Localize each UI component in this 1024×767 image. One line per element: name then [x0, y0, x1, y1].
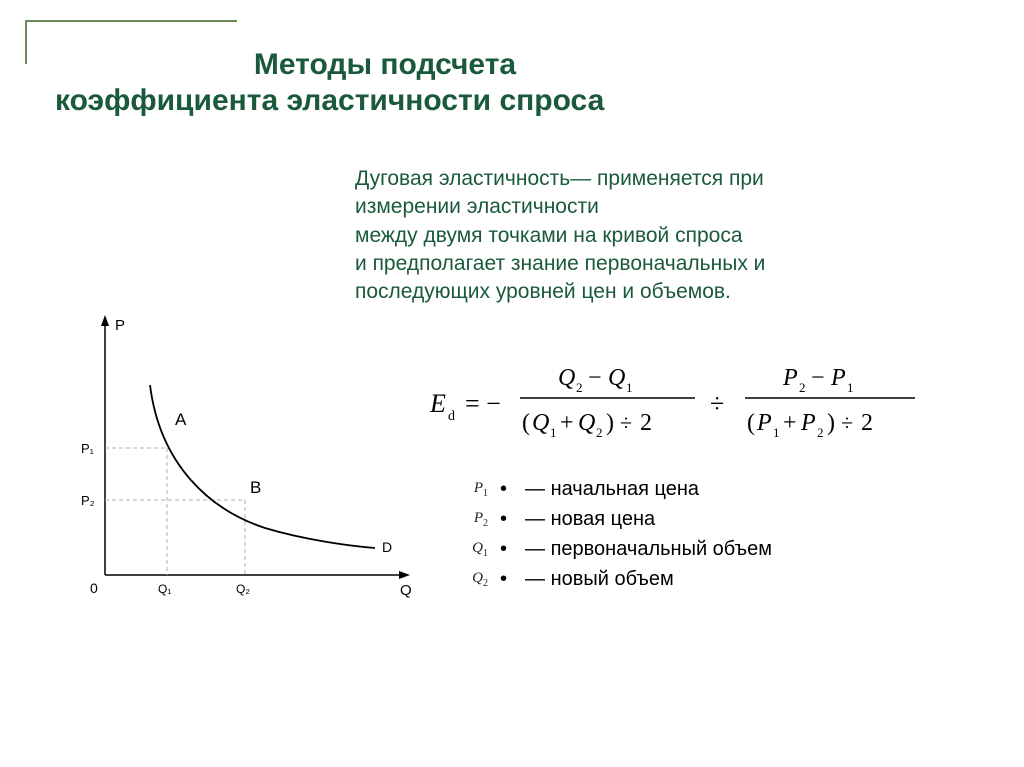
- svg-text:1: 1: [626, 380, 633, 395]
- svg-text:2: 2: [817, 425, 824, 440]
- axis-label-q: Q: [400, 582, 412, 599]
- svg-text:d: d: [448, 409, 455, 424]
- legend-text: — начальная цена: [525, 475, 699, 503]
- definition-line: и предполагает знание первоначальных и: [355, 250, 955, 278]
- svg-text:2: 2: [799, 380, 806, 395]
- svg-text:= −: = −: [465, 389, 501, 418]
- legend-symbol: Q1: [450, 538, 488, 561]
- svg-text:(: (: [747, 410, 755, 436]
- legend-symbol: P2: [450, 508, 488, 531]
- svg-text:+: +: [783, 410, 797, 436]
- legend-list: P1 • — начальная цена P2 • — новая цена …: [450, 475, 950, 595]
- tick-p1: P₁: [81, 441, 95, 456]
- svg-text:): ): [827, 410, 835, 436]
- svg-text:P: P: [782, 365, 798, 391]
- slide-title: Методы подсчета коэффициента эластичност…: [55, 48, 975, 118]
- definition-line: последующих уровней цен и объемов.: [355, 278, 955, 306]
- definition-line: измерении эластичности: [355, 193, 955, 221]
- svg-text:P: P: [756, 410, 772, 436]
- svg-text:E: E: [430, 389, 446, 418]
- svg-text:2: 2: [576, 380, 583, 395]
- elasticity-formula: E d = − Q 2 − Q 1 ( Q 1 + Q 2 ) ÷ 2 ÷ P: [430, 350, 990, 460]
- tick-p2: P₂: [81, 493, 95, 508]
- svg-text:+: +: [560, 410, 574, 436]
- svg-text:−: −: [588, 365, 602, 391]
- point-b-label: B: [250, 478, 261, 497]
- svg-text:P: P: [830, 365, 846, 391]
- definition-line: Дуговая эластичность— применяется при: [355, 165, 955, 193]
- svg-text:÷: ÷: [710, 389, 724, 418]
- svg-text:Q: Q: [578, 410, 595, 436]
- definition-text: Дуговая эластичность— применяется при из…: [355, 165, 955, 307]
- point-a-label: A: [175, 410, 187, 429]
- legend-item: Q1 • — первоначальный объем: [450, 535, 950, 563]
- svg-text:1: 1: [773, 425, 780, 440]
- bullet-icon: •: [500, 565, 507, 593]
- svg-text:Q: Q: [558, 365, 575, 391]
- demand-curve-chart: P Q 0 P₁ P₂ Q₁ Q₂ A B D: [55, 310, 425, 630]
- legend-symbol: P1: [450, 478, 488, 501]
- title-line-1: Методы подсчета: [0, 48, 975, 82]
- legend-text: — новая цена: [525, 505, 655, 533]
- svg-text:2: 2: [861, 410, 873, 436]
- svg-text:÷: ÷: [620, 410, 632, 435]
- legend-item: Q2 • — новый объем: [450, 565, 950, 593]
- svg-text:1: 1: [550, 425, 557, 440]
- svg-text:1: 1: [847, 380, 854, 395]
- axis-label-p: P: [115, 317, 125, 334]
- legend-symbol: Q2: [450, 568, 488, 591]
- title-line-2: коэффициента эластичности спроса: [55, 84, 975, 118]
- bullet-icon: •: [500, 475, 507, 503]
- definition-line: между двумя точками на кривой спроса: [355, 222, 955, 250]
- curve-d-label: D: [382, 539, 392, 555]
- legend-item: P2 • — новая цена: [450, 505, 950, 533]
- svg-text:−: −: [811, 365, 825, 391]
- origin-label: 0: [90, 580, 98, 596]
- tick-q1: Q₁: [158, 582, 171, 596]
- tick-q2: Q₂: [236, 582, 250, 596]
- bullet-icon: •: [500, 535, 507, 563]
- svg-text:2: 2: [596, 425, 603, 440]
- legend-text: — новый объем: [525, 565, 674, 593]
- svg-text:Q: Q: [532, 410, 549, 436]
- svg-text:÷: ÷: [841, 410, 853, 435]
- svg-text:(: (: [522, 410, 530, 436]
- svg-text:Q: Q: [608, 365, 625, 391]
- svg-text:2: 2: [640, 410, 652, 436]
- svg-text:P: P: [800, 410, 816, 436]
- legend-text: — первоначальный объем: [525, 535, 772, 563]
- legend-item: P1 • — начальная цена: [450, 475, 950, 503]
- bullet-icon: •: [500, 505, 507, 533]
- svg-text:): ): [606, 410, 614, 436]
